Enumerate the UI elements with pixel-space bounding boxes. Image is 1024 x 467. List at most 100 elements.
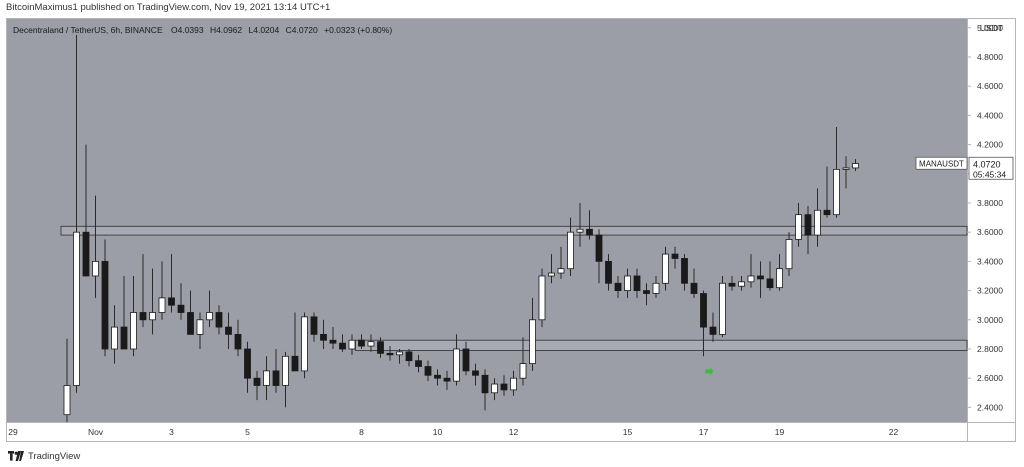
candle-50 (529, 297, 536, 371)
ohlc-bar: Decentraland / TetherUS, 6h, BINANCE O4.… (13, 25, 392, 35)
bearish-candle-body (681, 258, 688, 284)
time-tick-label: 15 (623, 427, 633, 437)
candlestick-chart[interactable]: 2.4000 2.6000 2.8000 3.0000 3.2000 3.4000 3.60… (7, 19, 1015, 441)
bearish-candle-body (605, 260, 612, 284)
candle-12 (168, 254, 175, 313)
candles (63, 35, 859, 422)
candle-51 (538, 268, 546, 328)
candle-37 (405, 348, 413, 367)
bullish-candle-body (453, 348, 460, 382)
bearish-candle-body (82, 231, 90, 277)
candle-1 (63, 338, 71, 422)
symbol-tag-text: MANAUSDT (919, 159, 964, 168)
price-axis-background[interactable] (967, 19, 1015, 422)
price-tick-label: 3.0000 (977, 315, 1003, 325)
high-label: H (210, 25, 216, 35)
candle-19 (234, 319, 242, 357)
candle-69 (709, 312, 717, 342)
bullish-candle-body (785, 239, 793, 270)
price-tick-label: 4.4000 (977, 110, 1003, 120)
bullish-candle-body (111, 326, 118, 350)
bullish-candle-body (73, 231, 80, 386)
candle-67 (690, 268, 698, 298)
candle-18 (225, 312, 232, 349)
time-axis-background[interactable] (7, 422, 1015, 441)
candle-76 (776, 254, 783, 291)
bullish-candle-body (158, 297, 166, 313)
bearish-candle-body (709, 326, 717, 335)
time-tick-label: 5 (245, 427, 250, 437)
candle-39 (424, 360, 432, 382)
bearish-candle-body (643, 290, 650, 294)
bullish-candle-body (92, 260, 99, 277)
bullish-candle-body (519, 363, 527, 379)
candle-30 (339, 334, 346, 352)
bullish-candle-body (301, 316, 308, 372)
plot-background[interactable] (7, 19, 967, 422)
candle-40 (434, 369, 441, 386)
bearish-candle-body (177, 304, 185, 313)
candle-16 (206, 290, 213, 328)
tradingview-logo-icon (8, 451, 24, 461)
time-tick-label: 10 (433, 427, 443, 437)
bullish-candle-body (196, 319, 204, 335)
bearish-candle-body (405, 351, 413, 362)
bearish-candle-body (310, 316, 318, 335)
candle-83 (842, 156, 850, 189)
bearish-candle-body (424, 366, 432, 376)
candle-38 (415, 354, 422, 373)
candle-57 (595, 229, 603, 284)
candle-7 (120, 275, 128, 350)
candle-60 (624, 268, 631, 298)
green-arrow-icon (705, 367, 714, 376)
chart-frame (6, 18, 1016, 442)
bearish-candle-body (120, 326, 128, 350)
candle-32 (358, 334, 365, 349)
candle-84 (852, 159, 859, 171)
bullish-candle-body (367, 341, 375, 347)
bullish-candle-body (538, 275, 546, 321)
change-value: +0.0323 (+0.80%) (324, 25, 392, 35)
bearish-candle-body (139, 312, 147, 321)
open-value: 4.0393 (178, 25, 204, 35)
bearish-candle-body (320, 333, 327, 341)
bearish-candle-body (415, 360, 422, 367)
candle-11 (158, 261, 166, 320)
bearish-candle-body (804, 214, 812, 236)
close-label: C (286, 25, 292, 35)
candle-56 (586, 210, 593, 240)
bearish-candle-body (339, 342, 346, 350)
bearish-candle-body (500, 383, 508, 391)
candle-25 (291, 312, 299, 372)
candle-45 (481, 369, 489, 411)
candle-36 (396, 348, 403, 364)
bullish-candle-body (719, 282, 726, 335)
bearish-candle-body (481, 374, 489, 394)
bullish-candle-body (852, 163, 859, 169)
bullish-candle-body (652, 282, 660, 294)
bullish-candle-body (510, 377, 517, 391)
bullish-candle-body (282, 355, 289, 386)
candle-17 (215, 305, 223, 335)
bearish-candle-body (700, 293, 707, 328)
current-price-tag: MANAUSDT 4.0720 05:45:34 (915, 156, 1014, 180)
signal-arrow (705, 367, 714, 376)
time-axis-ticks: 29 Nov 3 5 8 10 12 15 17 19 22 (8, 427, 898, 437)
bearish-candle-body (329, 339, 337, 344)
time-tick-label: Nov (88, 427, 104, 437)
time-tick-label: 22 (889, 427, 899, 437)
candle-80 (814, 188, 821, 247)
time-tick-label: 19 (775, 427, 785, 437)
bearish-candle-body (377, 341, 384, 354)
bearish-candle-body (633, 275, 641, 291)
candle-63 (652, 275, 660, 298)
bullish-candle-body (795, 214, 802, 240)
tradingview-brand: TradingView (28, 450, 81, 462)
candle-2 (73, 35, 80, 393)
candle-21 (253, 370, 261, 401)
bearish-candle-body (671, 253, 679, 259)
bearish-candle-body (728, 282, 736, 287)
bullish-candle-body (348, 339, 356, 350)
bullish-candle-body (738, 281, 745, 287)
y-unit-label: USDT (980, 23, 1003, 33)
